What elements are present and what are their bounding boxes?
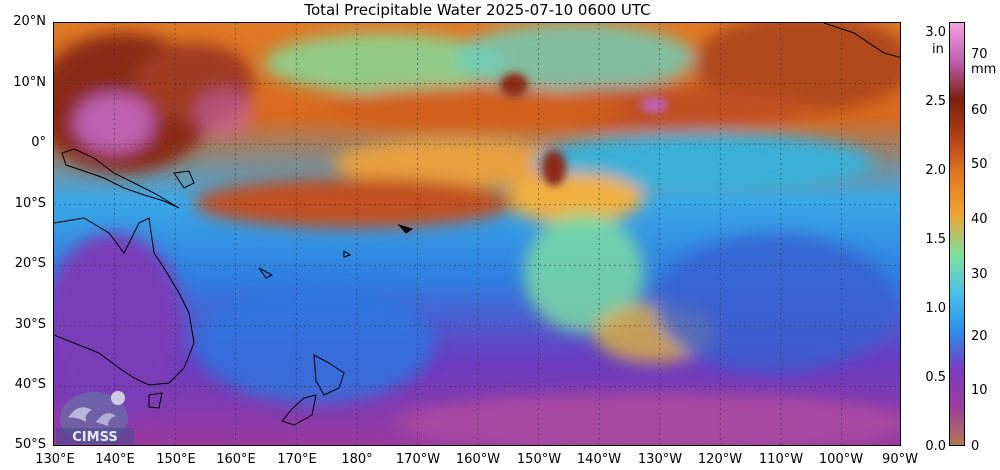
lon-label: 120°W [697,452,743,467]
lon-label: 140°W [576,452,622,467]
colorbar-inch-tick: 2.0 [925,163,946,178]
cimss-logo: CIMSS [56,388,134,445]
lat-label: 10°N [13,75,46,90]
graticule [54,23,900,445]
lat-label: 50°S [14,437,46,452]
colorbar-mm-tick: 70 [971,47,988,62]
precipitable-water-map[interactable] [53,22,901,446]
map-title: Total Precipitable Water 2025-07-10 0600… [304,1,651,19]
colorbar-mm-tick: 30 [971,267,988,282]
colorbar-inch-tick: 0.5 [925,370,946,385]
colorbar-mm-tick: 40 [971,212,988,227]
lon-label: 170°E [277,452,317,467]
colorbar-mm-tick: 20 [971,329,988,344]
colorbar-inch-tick: 3.0 [925,25,946,40]
colorbar-mm-tick: 0 [971,439,980,454]
lat-label: 30°S [14,317,46,332]
lat-label: 20°N [13,14,46,29]
cimss-logo-graphic: CIMSS [56,391,134,445]
colorbar-inch-unit: in [932,42,944,57]
lon-label: 160°W [455,452,501,467]
lon-label: 140°E [95,452,135,467]
cimss-logo-text: CIMSS [72,430,117,444]
colorbar-inch-tick: 0.0 [925,439,946,454]
lon-label: 130°E [35,452,75,467]
lon-label: 180° [341,452,373,467]
colorbar-mm-tick: 50 [971,157,988,172]
colorbar-mm-tick: 60 [971,103,988,118]
water-vapor-field [54,23,900,445]
lat-label: 20°S [14,256,46,271]
lat-label: 40°S [14,377,46,392]
colorbar [949,22,965,446]
lat-label: 0° [31,135,46,150]
lon-label: 160°E [216,452,256,467]
lon-label: 130°W [637,452,683,467]
lon-label: 170°W [395,452,441,467]
map-canvas [54,23,900,445]
lon-label: 150°W [516,452,562,467]
lat-label: 10°S [14,196,46,211]
colorbar-inch-tick: 1.5 [925,232,946,247]
lon-label: 110°W [758,452,804,467]
lon-label: 150°E [156,452,196,467]
colorbar-inch-tick: 2.5 [925,94,946,109]
colorbar-inch-tick: 1.0 [925,301,946,316]
colorbar-mm-unit: mm [971,62,997,77]
lon-label: 90°W [882,452,918,467]
colorbar-mm-tick: 10 [971,383,988,398]
lon-label: 100°W [818,452,864,467]
coastlines [54,23,900,426]
